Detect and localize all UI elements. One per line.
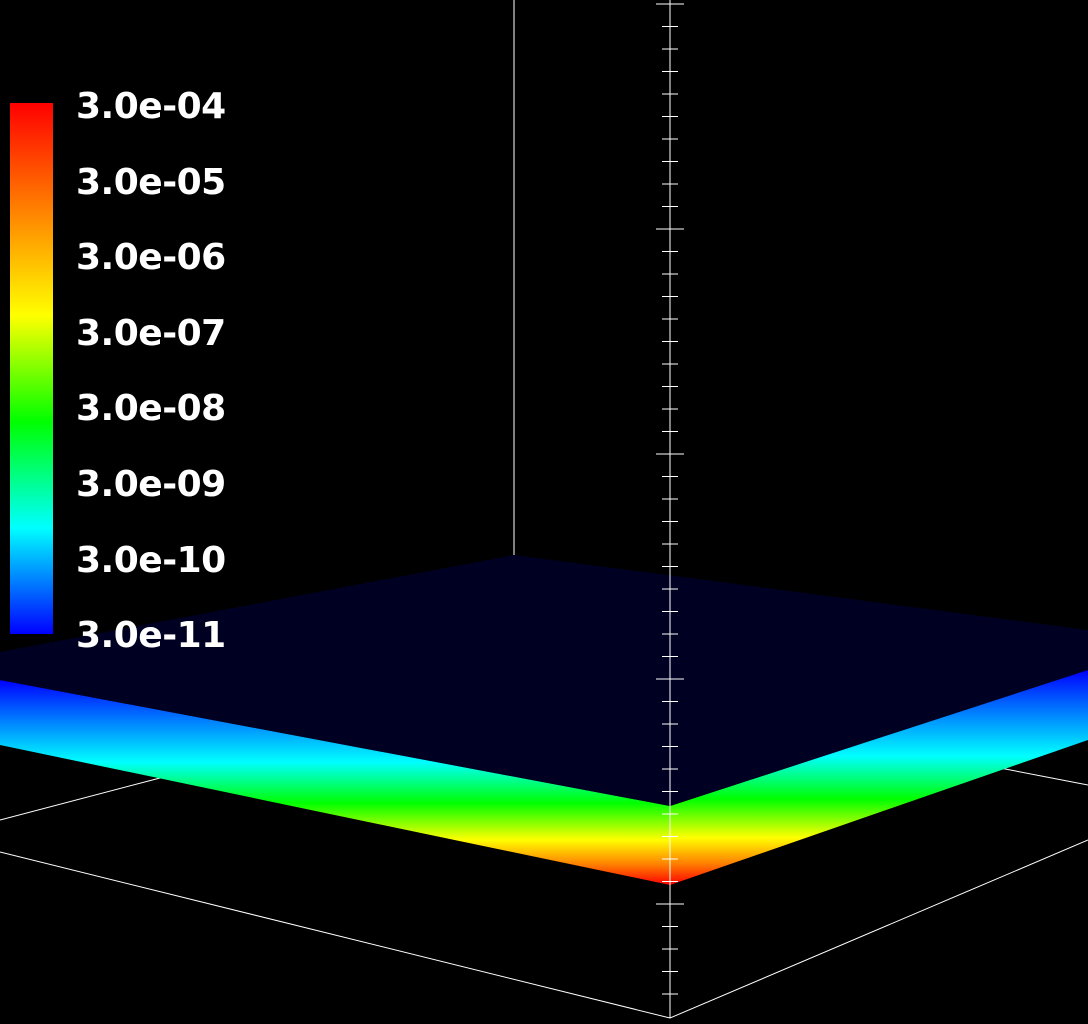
scalar-bar-legend: 3.0e-04 3.0e-05 3.0e-06 3.0e-07 3.0e-08 … bbox=[10, 89, 250, 654]
bounding-box-back bbox=[0, 0, 1088, 821]
slab-front-right-face bbox=[670, 670, 1088, 885]
vertical-axis-ticks bbox=[656, 3, 684, 995]
scalar-bar-label: 3.0e-04 bbox=[76, 86, 226, 127]
slab-front-left-face bbox=[0, 680, 670, 885]
scalar-bar-label: 3.0e-05 bbox=[76, 162, 226, 203]
scalar-bar-label: 3.0e-07 bbox=[76, 313, 226, 354]
scalar-bar-label: 3.0e-08 bbox=[76, 388, 226, 429]
scalar-bar-label: 3.0e-11 bbox=[76, 615, 226, 656]
colorbar-gradient bbox=[10, 103, 53, 634]
slab-top-face bbox=[0, 555, 1088, 806]
scalar-bar-label: 3.0e-10 bbox=[76, 540, 226, 581]
scalar-bar-label: 3.0e-09 bbox=[76, 464, 226, 505]
scalar-bar-label: 3.0e-06 bbox=[76, 237, 226, 278]
